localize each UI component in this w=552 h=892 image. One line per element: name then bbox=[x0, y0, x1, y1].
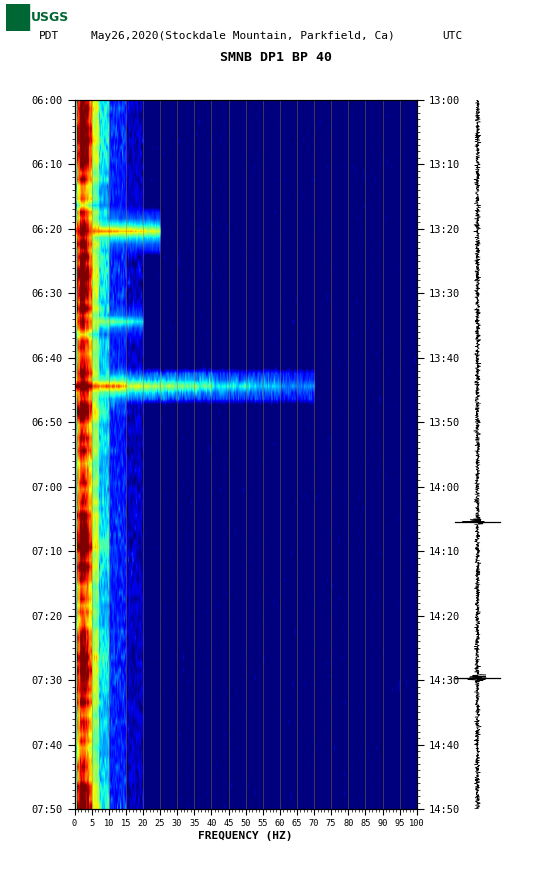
Text: UTC: UTC bbox=[443, 30, 463, 41]
Text: USGS: USGS bbox=[31, 12, 69, 24]
X-axis label: FREQUENCY (HZ): FREQUENCY (HZ) bbox=[198, 831, 293, 841]
Text: SMNB DP1 BP 40: SMNB DP1 BP 40 bbox=[220, 52, 332, 64]
Text: PDT: PDT bbox=[39, 30, 59, 41]
Text: May26,2020(Stockdale Mountain, Parkfield, Ca): May26,2020(Stockdale Mountain, Parkfield… bbox=[91, 30, 395, 41]
Bar bbox=[6, 4, 29, 31]
